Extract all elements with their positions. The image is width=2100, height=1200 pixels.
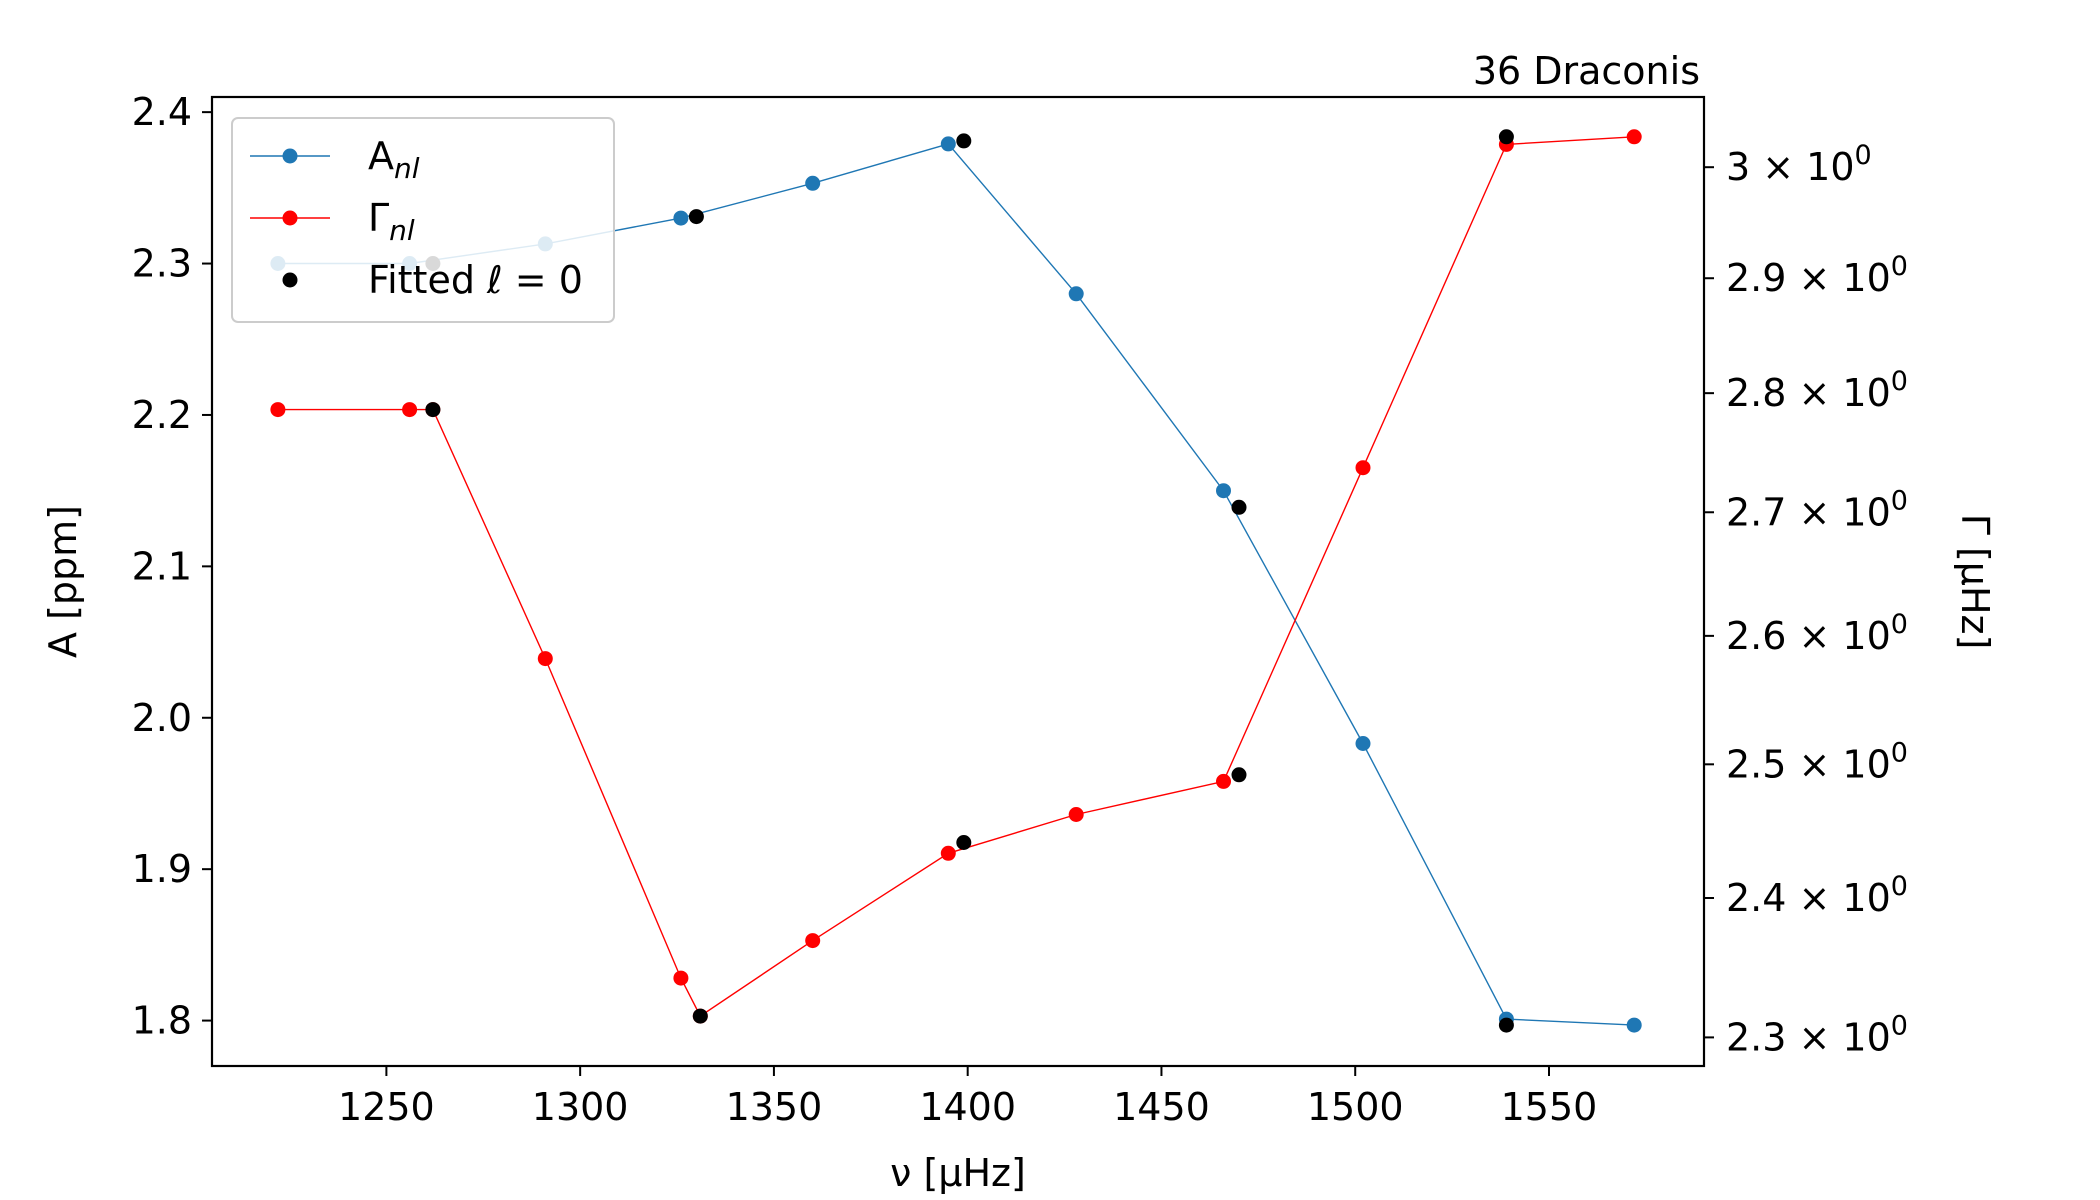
legend-entry: Fitted ℓ = 0 bbox=[282, 258, 583, 302]
x-tick-label: 1500 bbox=[1307, 1085, 1404, 1129]
data-point bbox=[1231, 767, 1247, 783]
data-point bbox=[1355, 736, 1371, 751]
data-point bbox=[956, 835, 972, 850]
legend-marker bbox=[282, 148, 298, 164]
y-right-tick-label: 2.4 × 100 bbox=[1726, 871, 1908, 920]
x-tick-label: 1300 bbox=[532, 1085, 629, 1129]
chart-title: 36 Draconis bbox=[1473, 49, 1700, 93]
plot-frame bbox=[210, 95, 1706, 1068]
data-point bbox=[270, 402, 286, 418]
x-tick-label: 1450 bbox=[1113, 1085, 1210, 1129]
y-left-axis-label: A [ppm] bbox=[41, 505, 85, 658]
data-point bbox=[1068, 286, 1084, 302]
data-point bbox=[692, 1008, 708, 1024]
data-point bbox=[673, 970, 689, 986]
data-point bbox=[1068, 807, 1084, 822]
x-tick-label: 1400 bbox=[919, 1085, 1016, 1129]
y-right-tick-label: 2.6 × 100 bbox=[1726, 609, 1908, 658]
y-left-tick-label: 2.0 bbox=[132, 696, 192, 740]
series-2 bbox=[425, 133, 1514, 1033]
legend-marker bbox=[282, 210, 298, 226]
data-point bbox=[1498, 129, 1514, 145]
y-left-tick-label: 1.9 bbox=[132, 847, 192, 891]
data-point bbox=[1498, 1017, 1514, 1033]
x-tick-label: 1550 bbox=[1501, 1085, 1598, 1129]
x-tick-label: 1250 bbox=[338, 1085, 435, 1129]
data-point bbox=[1216, 773, 1231, 789]
legend-box bbox=[231, 117, 615, 323]
x-axis-label: ν [μHz] bbox=[890, 1151, 1026, 1195]
data-point bbox=[1216, 483, 1231, 499]
y-left-tick-label: 2.2 bbox=[132, 393, 192, 437]
y-left-tick-label: 2.4 bbox=[132, 90, 192, 134]
y-right-tick-label: 2.7 × 100 bbox=[1726, 485, 1908, 534]
y-right-axis-label: Γ [μHz] bbox=[1953, 514, 1997, 650]
series-3 bbox=[425, 129, 1514, 1024]
data-point bbox=[805, 933, 821, 949]
y-right-tick-label: 2.8 × 100 bbox=[1726, 366, 1908, 415]
data-point bbox=[1355, 460, 1371, 476]
y-left-tick-label: 2.1 bbox=[132, 544, 192, 588]
data-point bbox=[805, 175, 821, 191]
y-right-tick-label: 3 × 100 bbox=[1726, 140, 1872, 189]
data-point bbox=[940, 136, 956, 152]
data-point bbox=[1626, 1017, 1642, 1033]
legend-label: Fitted ℓ = 0 bbox=[368, 258, 583, 302]
data-point bbox=[956, 133, 972, 149]
data-point bbox=[537, 651, 553, 667]
axis-layer: 1250 1300 1350 1400 1450 1500 1550 2.4 2.3 2.2 2.1… bbox=[41, 90, 1997, 1195]
x-tick-label: 1350 bbox=[726, 1085, 823, 1129]
data-point bbox=[940, 845, 956, 861]
data-point bbox=[688, 209, 704, 225]
data-point bbox=[1231, 499, 1247, 515]
y-right-tick-label: 2.9 × 100 bbox=[1726, 251, 1908, 300]
y-left-tick-label: 2.3 bbox=[132, 242, 192, 286]
legend-marker bbox=[282, 272, 298, 288]
data-point bbox=[425, 402, 441, 418]
y-left-tick-label: 1.8 bbox=[132, 999, 192, 1043]
data-point bbox=[673, 210, 689, 226]
data-point bbox=[1626, 129, 1642, 145]
y-right-tick-label: 2.5 × 100 bbox=[1726, 737, 1908, 786]
data-point bbox=[402, 402, 418, 418]
y-right-tick-label: 2.3 × 100 bbox=[1726, 1010, 1908, 1059]
